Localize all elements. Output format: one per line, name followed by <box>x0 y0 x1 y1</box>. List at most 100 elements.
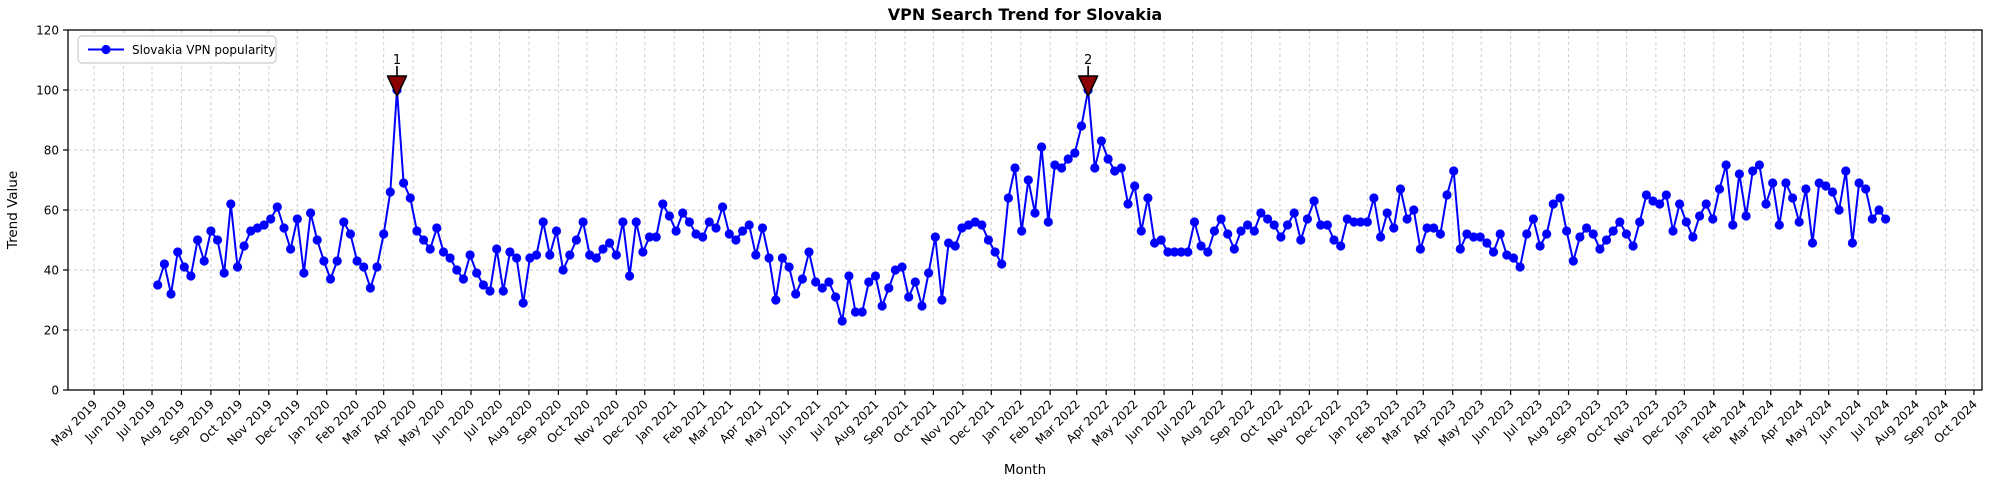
data-point <box>1721 160 1731 170</box>
data-point <box>698 232 708 242</box>
peak-annotation-1: 1 <box>386 53 408 97</box>
data-point <box>1495 229 1505 239</box>
data-point <box>791 289 801 299</box>
data-point <box>159 259 169 269</box>
data-point <box>1508 253 1519 263</box>
data-point <box>904 292 914 302</box>
legend-label: Slovakia VPN popularity <box>132 43 275 57</box>
legend: Slovakia VPN popularity <box>77 35 277 64</box>
data-point <box>372 262 382 272</box>
data-point <box>831 292 841 302</box>
data-point <box>212 235 223 245</box>
data-point <box>1402 214 1412 224</box>
data-point <box>591 253 601 263</box>
data-point <box>1263 214 1273 224</box>
data-point <box>1023 175 1033 185</box>
data-point <box>1116 163 1126 173</box>
data-point <box>1854 178 1864 188</box>
data-point <box>1708 214 1718 224</box>
data-point <box>239 241 249 251</box>
data-point <box>1655 199 1665 209</box>
legend-box <box>77 35 277 64</box>
data-point <box>631 217 641 227</box>
data-point <box>1801 184 1811 194</box>
data-point <box>571 235 582 245</box>
data-point <box>518 298 528 308</box>
data-point <box>897 262 907 272</box>
data-point <box>1841 166 1851 176</box>
data-point <box>824 277 834 287</box>
data-point <box>937 295 947 305</box>
data-point <box>1807 238 1818 248</box>
data-point <box>1123 199 1133 209</box>
data-point <box>678 208 688 218</box>
data-point <box>751 250 761 260</box>
data-point <box>598 244 608 254</box>
data-point <box>1415 244 1425 254</box>
data-point <box>1057 163 1067 173</box>
data-point <box>259 220 269 230</box>
data-point <box>811 277 821 287</box>
data-point <box>1090 163 1100 173</box>
data-point <box>1867 214 1877 224</box>
data-point <box>1675 199 1685 209</box>
data-point <box>611 250 621 260</box>
data-point <box>1695 211 1705 221</box>
data-point <box>618 217 628 227</box>
data-point <box>219 268 229 278</box>
data-point <box>1555 193 1565 203</box>
data-point <box>498 286 508 296</box>
data-point <box>472 268 482 278</box>
data-point <box>1223 229 1233 239</box>
data-point <box>784 262 794 272</box>
data-point <box>1754 160 1764 170</box>
data-point <box>1409 205 1419 215</box>
data-point <box>299 268 309 278</box>
data-point <box>1010 163 1020 173</box>
data-point <box>1196 241 1206 251</box>
legend-marker-sample <box>101 44 111 55</box>
data-point <box>910 277 920 287</box>
data-point <box>884 283 894 293</box>
data-point <box>1661 190 1671 200</box>
y-tick-label: 120 <box>36 24 59 38</box>
data-point <box>1469 232 1479 242</box>
data-point <box>1714 184 1725 194</box>
data-point <box>1269 220 1279 230</box>
data-point <box>531 250 542 260</box>
data-point <box>1522 229 1532 239</box>
data-point <box>266 214 276 224</box>
data-point <box>605 238 615 248</box>
data-point <box>757 223 768 233</box>
data-point <box>1834 205 1844 215</box>
data-point <box>352 256 362 266</box>
data-point <box>1768 178 1778 188</box>
data-point <box>1435 229 1445 239</box>
data-point <box>1136 226 1146 236</box>
data-point <box>877 301 887 311</box>
data-point <box>1356 217 1366 227</box>
data-point <box>1475 232 1485 242</box>
data-point <box>930 232 940 242</box>
y-tick-label: 0 <box>51 384 59 398</box>
data-point <box>1575 232 1585 242</box>
data-point <box>1628 241 1638 251</box>
data-point <box>226 199 236 209</box>
data-point <box>1595 244 1605 254</box>
data-point <box>1601 235 1612 245</box>
data-point <box>664 211 675 221</box>
data-point <box>1701 199 1711 209</box>
data-point <box>1096 136 1106 146</box>
y-axis-label: Trend Value <box>5 171 21 250</box>
x-axis-label: Month <box>1004 462 1046 478</box>
data-point <box>797 274 808 284</box>
data-point <box>1376 232 1386 242</box>
data-point <box>1774 220 1784 230</box>
data-point <box>551 226 562 236</box>
data-point <box>1176 247 1186 257</box>
y-tick-label: 60 <box>44 204 59 218</box>
data-point <box>538 217 548 227</box>
